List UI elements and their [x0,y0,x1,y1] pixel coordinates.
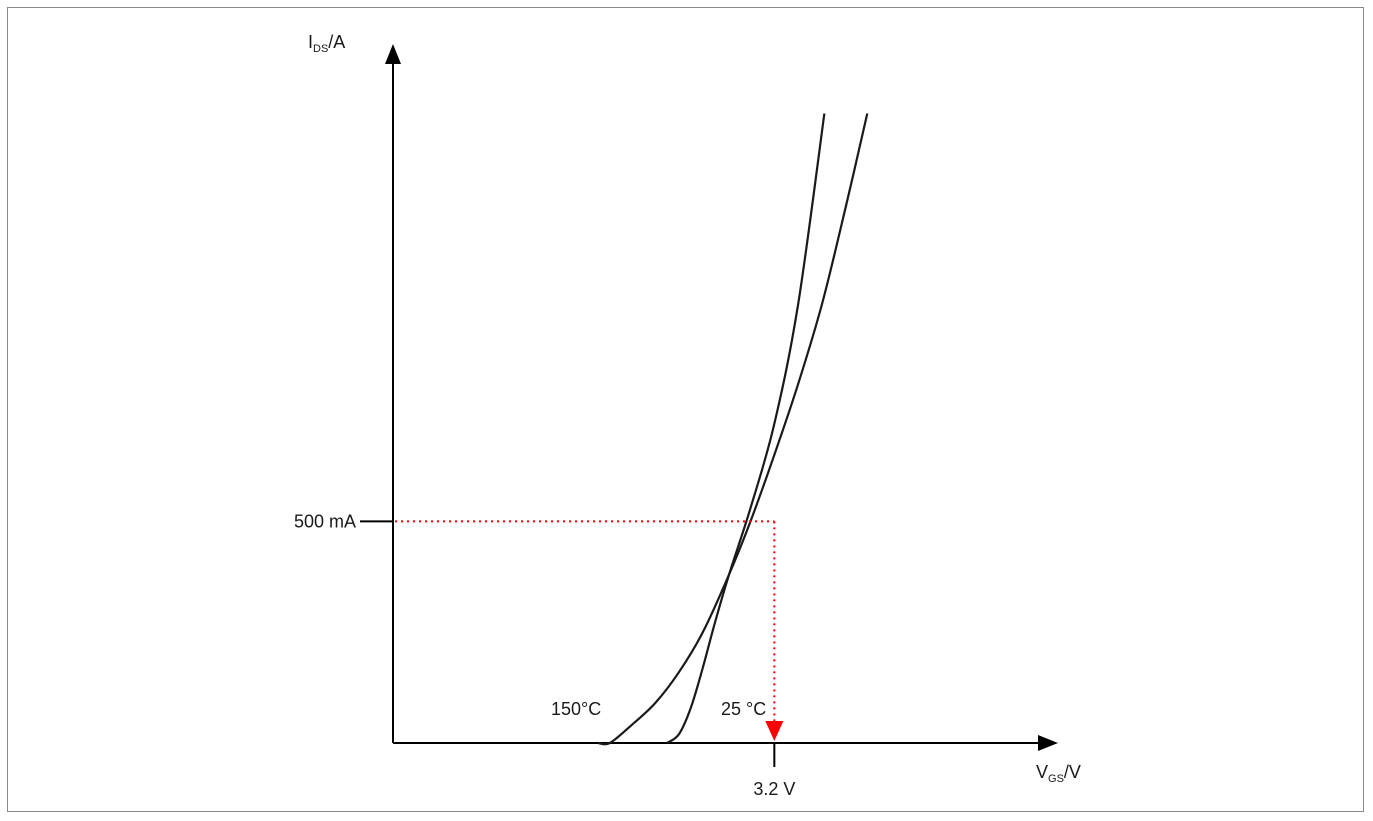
guide-arrow-icon [765,721,784,741]
y-marker-label: 500 mA [294,511,356,531]
series-label-0: 150°C [551,699,601,719]
series-label-1: 25 °C [721,699,766,719]
series-group: 150°C 25 °C [551,113,869,746]
chart-canvas: IDS/A VGS/V 500 mA 3.2 V 150°C 25 °C [294,32,1081,799]
y-axis-title: IDS/A [308,32,345,55]
y-axis-arrow-icon [385,44,401,64]
x-axis-title: VGS/V [1036,762,1081,785]
series-line-1 [666,113,826,744]
x-marker-label: 3.2 V [753,779,795,799]
axes [385,44,1058,751]
series-line-0 [597,113,869,746]
x-axis-arrow-icon [1038,735,1058,751]
chart-frame: IDS/A VGS/V 500 mA 3.2 V 150°C 25 °C [7,7,1364,812]
